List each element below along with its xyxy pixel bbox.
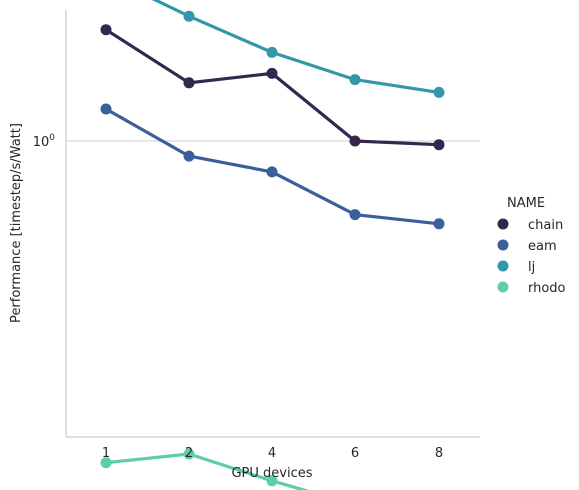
data-point-chain (266, 67, 278, 79)
x-tick-label: 2 (185, 446, 193, 461)
series-layer (100, 0, 445, 490)
axes (65, 10, 480, 438)
data-point-rhodo (266, 475, 278, 487)
data-point-chain (433, 139, 445, 151)
x-tick-label: 1 (102, 446, 110, 461)
legend-marker-eam (497, 239, 509, 251)
y-tick-label: 100 (33, 133, 56, 150)
data-point-chain (349, 135, 361, 147)
legend: NAME chain eam lj rhodo (497, 196, 566, 296)
legend-marker-chain (497, 218, 509, 230)
x-tick-label: 4 (268, 446, 276, 461)
series-line-eam (104, 107, 441, 226)
data-point-rhodo (100, 457, 112, 469)
legend-label: eam (528, 239, 557, 254)
y-axis-label: Performance [timestep/s/Watt] (9, 123, 24, 323)
data-point-lj (349, 74, 361, 86)
data-point-lj (433, 86, 445, 98)
legend-label: rhodo (528, 281, 566, 296)
data-point-eam (183, 150, 195, 162)
x-axis-label: GPU devices (231, 466, 312, 481)
tick-labels: 1 2 4 6 8 100 (33, 133, 443, 461)
data-point-lj (183, 10, 195, 22)
legend-marker-rhodo (497, 281, 509, 293)
legend-title: NAME (507, 196, 545, 211)
data-point-chain (183, 77, 195, 89)
x-tick-label: 8 (435, 446, 443, 461)
x-tick-label: 6 (351, 446, 359, 461)
data-point-eam (433, 218, 445, 230)
data-point-chain (100, 24, 112, 36)
legend-label: lj (528, 260, 535, 275)
data-point-eam (100, 103, 112, 115)
legend-label: chain (528, 218, 563, 233)
data-point-lj (266, 46, 278, 58)
data-point-eam (349, 209, 361, 221)
data-point-rhodo (183, 448, 195, 460)
data-point-eam (266, 166, 278, 178)
legend-marker-lj (497, 260, 509, 272)
